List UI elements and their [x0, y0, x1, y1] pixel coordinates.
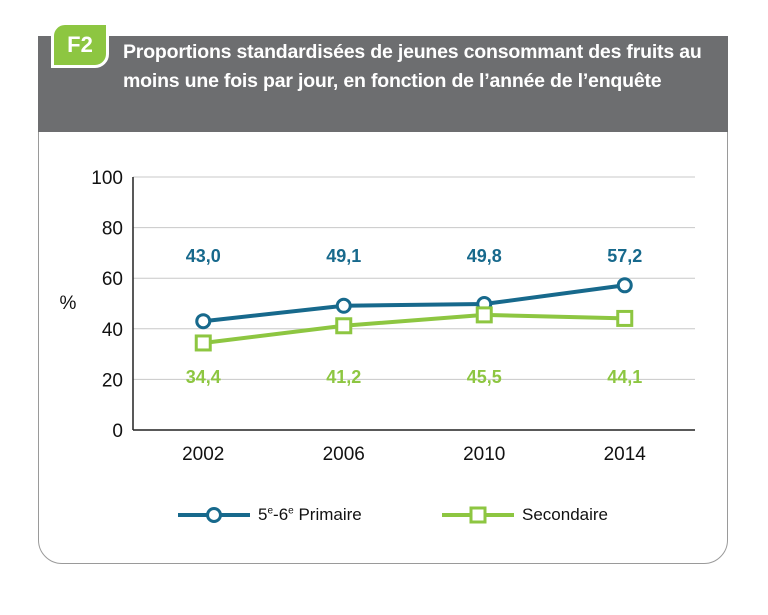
data-label: 45,5 — [467, 367, 502, 387]
legend-item-primaire: 5e-6e Primaire — [176, 500, 362, 530]
y-tick-label: 0 — [112, 421, 123, 442]
y-tick-label: 60 — [102, 269, 123, 290]
y-tick-label: 20 — [102, 370, 123, 391]
data-label: 44,1 — [607, 367, 642, 387]
x-tick-label: 2010 — [463, 444, 505, 465]
data-label: 49,8 — [467, 246, 502, 266]
data-point — [335, 297, 352, 314]
data-point — [616, 309, 634, 327]
data-point — [475, 306, 493, 324]
figure-header — [38, 36, 728, 132]
legend-label-primaire: 5e-6e Primaire — [258, 505, 362, 524]
data-point — [195, 313, 212, 330]
data-point — [194, 334, 212, 352]
y-axis-label: % — [60, 293, 77, 314]
data-label: 49,1 — [326, 246, 361, 266]
figure-badge: F2 — [51, 22, 109, 68]
data-point — [616, 277, 633, 294]
chart-title: Proportions standardisées de jeunes cons… — [123, 41, 702, 92]
legend-item-secondaire: Secondaire — [440, 500, 608, 530]
y-tick-label: 80 — [102, 219, 123, 240]
legend-marker-primaire — [178, 507, 250, 523]
series-line-1 — [203, 312, 625, 345]
legend-marker-secondaire — [442, 506, 514, 524]
x-tick-label: 2014 — [604, 444, 647, 465]
series-line-0 — [203, 283, 626, 324]
data-label: 34,4 — [186, 367, 221, 387]
data-label: 43,0 — [186, 246, 221, 266]
data-label: 57,2 — [607, 246, 642, 266]
data-label: 41,2 — [326, 367, 361, 387]
y-tick-label: 40 — [102, 320, 123, 341]
y-tick-label: 100 — [91, 168, 123, 189]
data-point — [335, 317, 353, 335]
legend-label-secondaire: Secondaire — [522, 505, 609, 524]
x-tick-label: 2006 — [323, 444, 365, 465]
x-tick-label: 2002 — [182, 444, 224, 465]
